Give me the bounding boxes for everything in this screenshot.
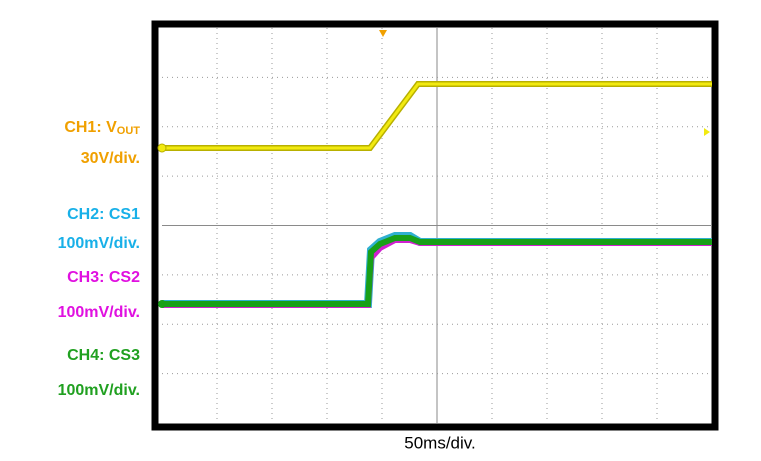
trigger-level-marker	[704, 128, 710, 136]
ch4-marker	[158, 300, 166, 308]
ch1-trace-core	[162, 82, 712, 150]
trigger-marker	[379, 30, 387, 37]
ch4-scale: 100mV/div.	[58, 382, 140, 399]
ch2-scale: 100mV/div.	[58, 235, 140, 252]
ch4-trace	[162, 235, 712, 307]
ch1-label: CH1: VOUT	[64, 119, 140, 137]
time-scale: 50ms/div.	[404, 433, 476, 452]
ch2-label: CH2: CS1	[67, 206, 140, 223]
ch1-scale: 30V/div.	[81, 150, 140, 167]
ch4-label: CH4: CS3	[67, 347, 140, 364]
graticule	[162, 28, 712, 423]
ch3-label: CH3: CS2	[67, 269, 140, 286]
ch3-scale: 100mV/div.	[58, 304, 140, 321]
ch1-marker	[157, 143, 167, 153]
